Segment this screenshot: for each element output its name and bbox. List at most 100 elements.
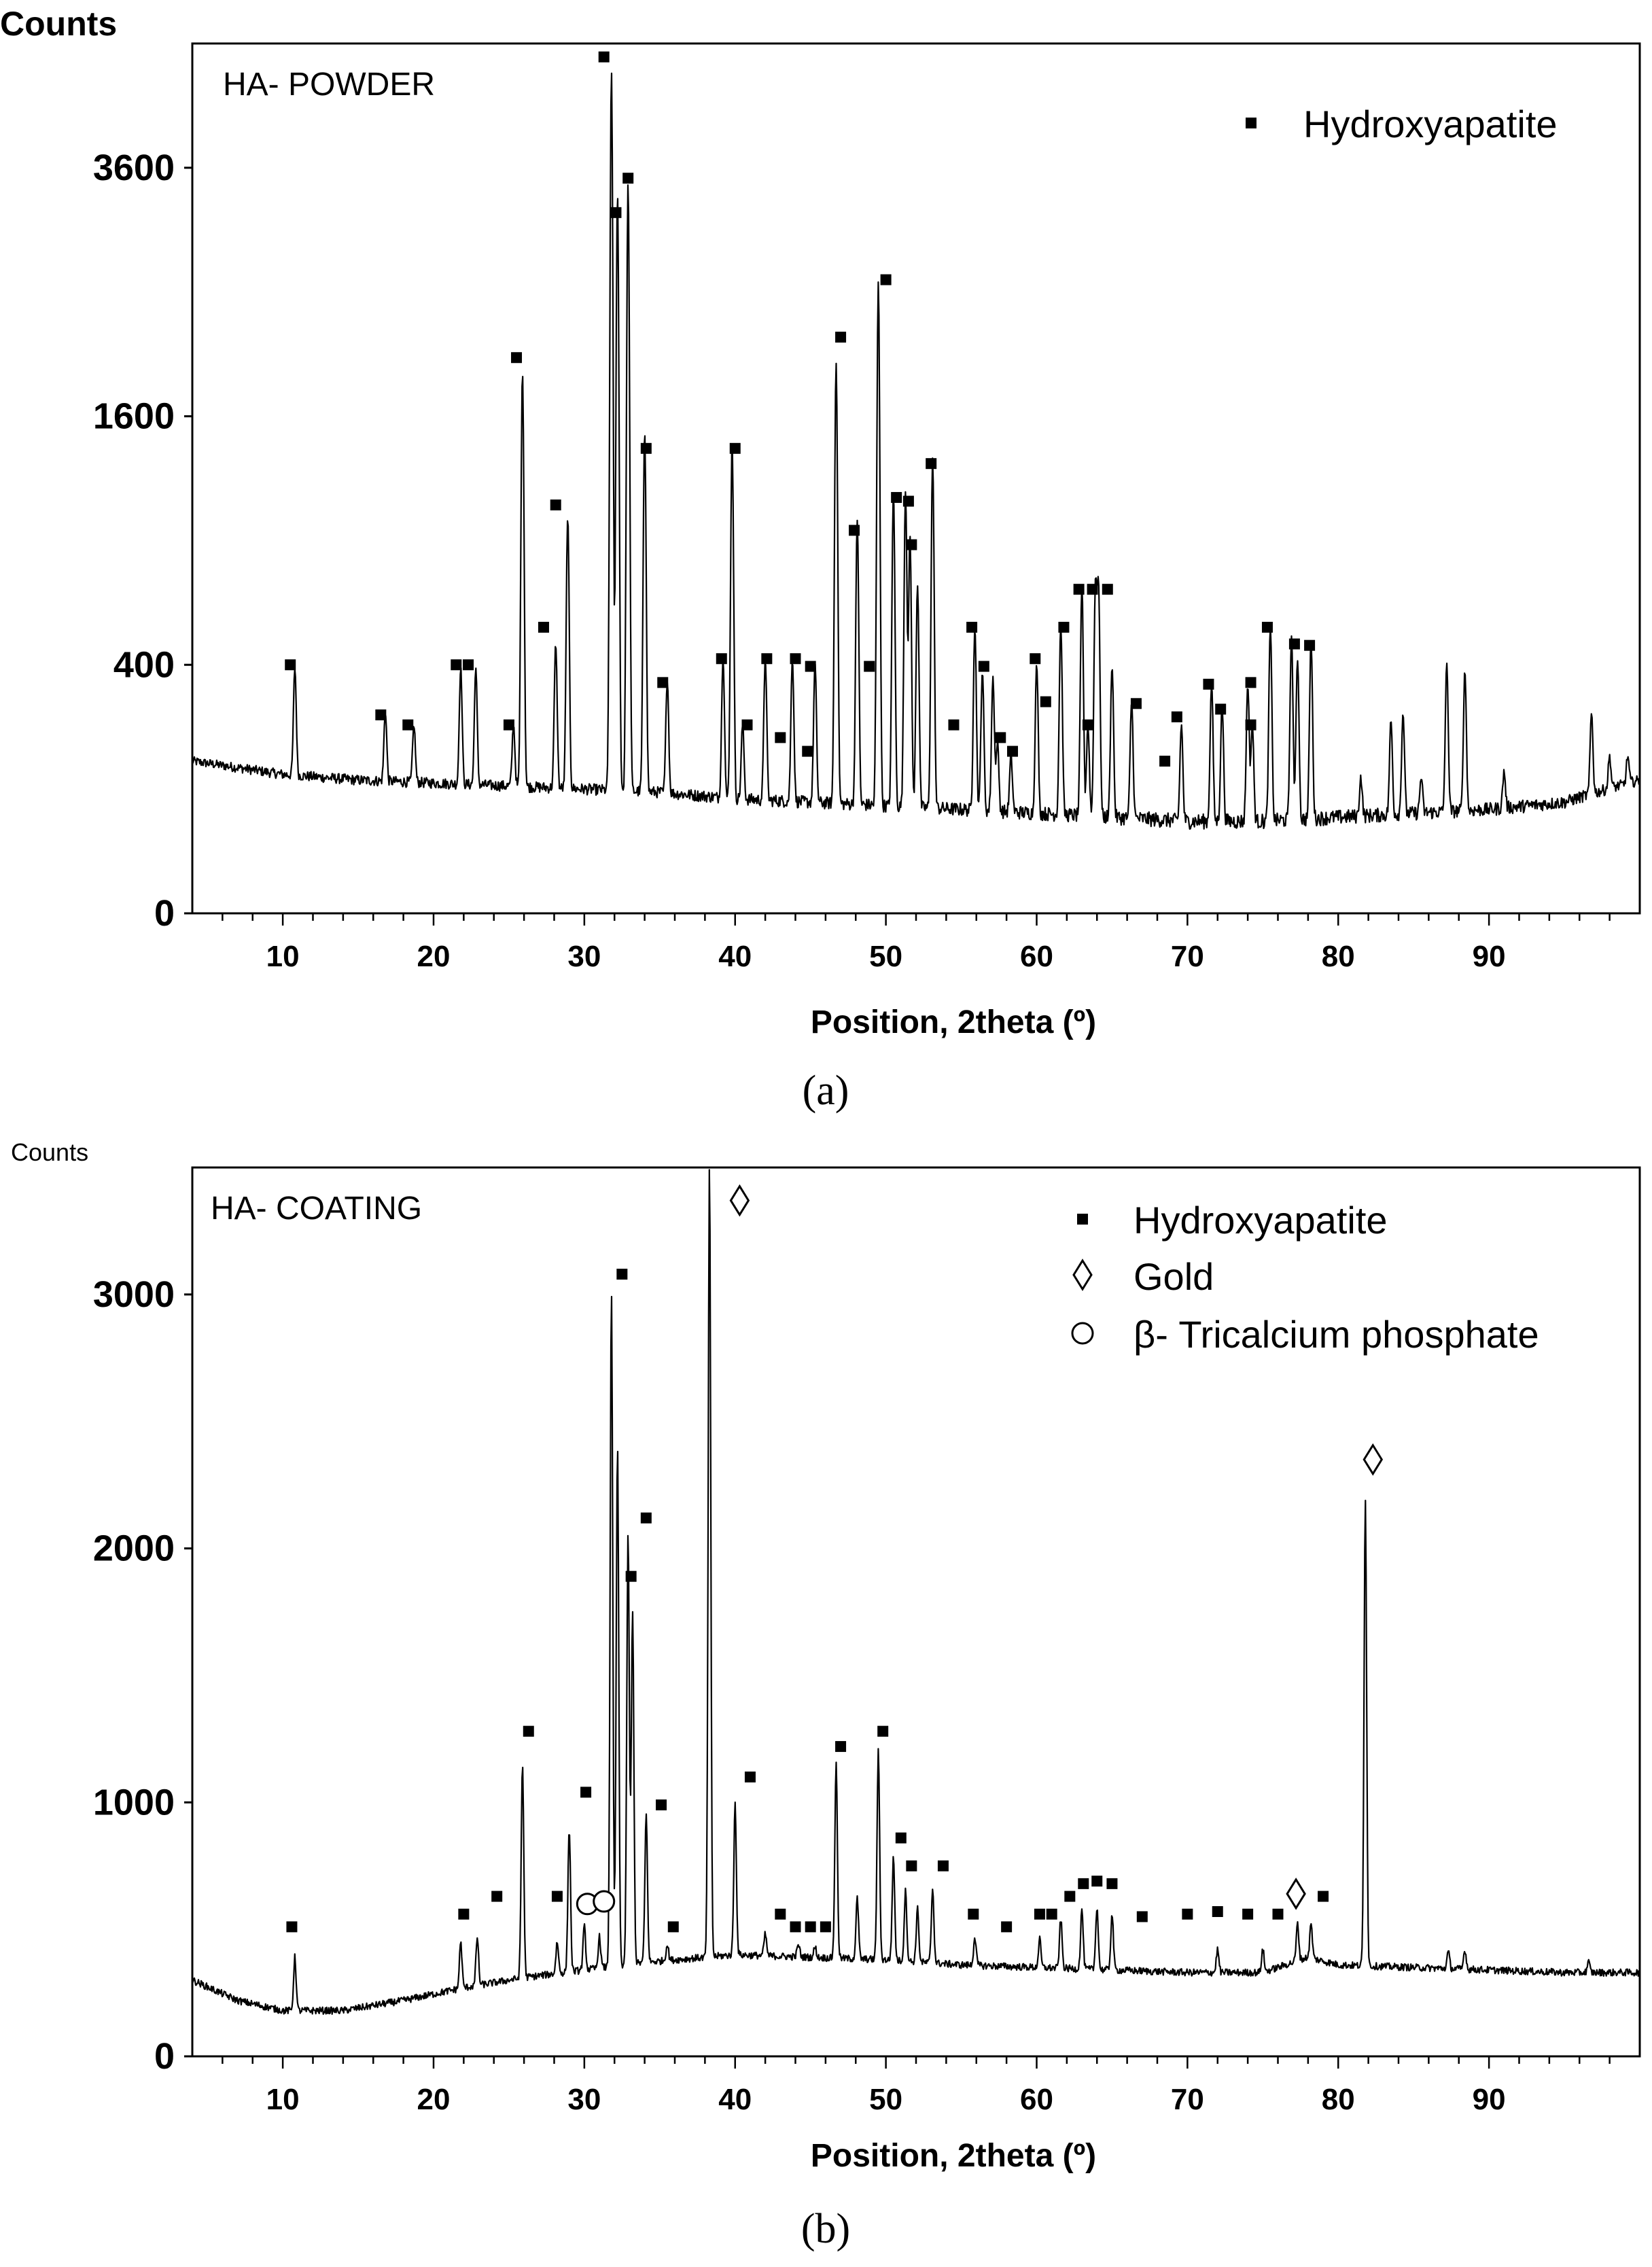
x-tick-label: 50: [869, 940, 902, 973]
hydroxyapatite-marker: [656, 1799, 667, 1811]
hydroxyapatite-marker: [835, 1741, 847, 1753]
hydroxyapatite-marker: [1091, 1876, 1103, 1887]
hydroxyapatite-marker: [491, 1891, 503, 1902]
hydroxyapatite-marker: [1130, 698, 1142, 709]
hydroxyapatite-marker: [744, 1771, 756, 1782]
hydroxyapatite-marker: [667, 1921, 679, 1933]
x-tick-label: 10: [266, 2083, 300, 2116]
hydroxyapatite-marker: [1040, 696, 1051, 707]
hydroxyapatite-marker: [1058, 622, 1070, 633]
hydroxyapatite-marker: [1030, 653, 1041, 665]
hydroxyapatite-marker: [1073, 584, 1085, 595]
hydroxyapatite-marker: [805, 1921, 816, 1933]
x-tick-label: 20: [417, 2083, 451, 2116]
hydroxyapatite-marker: [503, 719, 514, 731]
hydroxyapatite-marker: [1171, 711, 1182, 722]
hydroxyapatite-marker: [1288, 638, 1300, 650]
hydroxyapatite-marker: [895, 1832, 907, 1844]
hydroxyapatite-marker: [906, 539, 917, 550]
hydroxyapatite-marker: [968, 1908, 979, 1920]
hydroxyapatite-marker: [1242, 1908, 1254, 1920]
hydroxyapatite-marker: [820, 1921, 831, 1933]
hydroxyapatite-marker: [640, 442, 652, 454]
gold-marker: [729, 1184, 750, 1217]
diffraction-pattern-a: [191, 72, 1640, 830]
hydroxyapatite-marker: [1203, 678, 1214, 690]
hydroxyapatite-marker: [1245, 677, 1256, 688]
panel-label-b: HA- COATING: [211, 1191, 422, 1227]
hydroxyapatite-marker: [1215, 703, 1227, 715]
diffraction-pattern-b: [192, 1169, 1640, 2015]
hydroxyapatite-marker: [937, 1860, 949, 1871]
y-tick-label: 0: [154, 2036, 175, 2077]
panel-label-a: HA- POWDER: [223, 67, 435, 103]
hydroxyapatite-marker: [538, 622, 549, 633]
hydroxyapatite-marker: [902, 495, 914, 507]
hydroxyapatite-marker: [761, 653, 773, 665]
hydroxyapatite-marker: [640, 1512, 652, 1524]
hydroxyapatite-marker: [926, 458, 937, 470]
hydroxyapatite-marker: [1212, 1905, 1223, 1917]
hydroxyapatite-marker: [835, 332, 847, 343]
hydroxyapatite-marker: [775, 1908, 786, 1920]
x-axis-ticks-a: 10 20 30 40 50 60 70 80 90: [222, 913, 1611, 973]
hydroxyapatite-marker: [1007, 745, 1018, 757]
y-tick-label: 2000: [93, 1528, 175, 1569]
hydroxyapatite-marker: [610, 207, 622, 218]
hydroxyapatite-marker: [948, 719, 960, 731]
hydroxyapatite-marker: [805, 661, 816, 672]
x-tick-label: 80: [1322, 2083, 1355, 2116]
hydroxyapatite-marker: [375, 709, 387, 721]
hydroxyapatite-marker: [1304, 639, 1316, 651]
x-tick-label: 90: [1473, 2083, 1506, 2116]
x-axis-label-b: Position, 2theta (º): [811, 2138, 1096, 2174]
hydroxyapatite-marker: [1261, 622, 1273, 633]
x-tick-label: 90: [1473, 940, 1506, 973]
hydroxyapatite-marker: [741, 719, 753, 731]
hydroxyapatite-marker: [1318, 1891, 1329, 1902]
x-tick-label: 30: [567, 940, 601, 973]
y-tick-label: 1000: [93, 1782, 175, 1823]
hydroxyapatite-marker: [550, 499, 561, 511]
panel-caption-b: (b): [801, 2206, 850, 2252]
hydroxyapatite-marker: [1001, 1921, 1013, 1933]
hydroxyapatite-marker: [1106, 1878, 1118, 1889]
y-axis-ticks-a: 0 400 1600 3600: [93, 147, 192, 934]
hydroxyapatite-marker: [285, 659, 296, 671]
legend-hydroxyapatite-symbol-b: [1077, 1214, 1088, 1225]
x-tick-label: 30: [567, 2083, 601, 2116]
peak-markers-a: [285, 51, 1316, 767]
hydroxyapatite-marker: [463, 659, 474, 671]
gold-marker: [1363, 1443, 1384, 1476]
hydroxyapatite-marker: [877, 1725, 889, 1737]
hydroxyapatite-marker: [1136, 1911, 1148, 1922]
hydroxyapatite-marker: [551, 1891, 563, 1902]
hydroxyapatite-marker: [1102, 584, 1113, 595]
hydroxyapatite-marker: [286, 1921, 298, 1933]
hydroxyapatite-marker: [1078, 1878, 1089, 1889]
hydroxyapatite-marker: [1082, 719, 1093, 731]
hydroxyapatite-marker: [775, 732, 786, 743]
hydroxyapatite-marker: [1245, 719, 1256, 731]
hydroxyapatite-marker: [1272, 1908, 1284, 1920]
x-tick-label: 70: [1171, 2083, 1204, 2116]
peak-markers-b: [286, 1184, 1384, 1933]
hydroxyapatite-marker: [458, 1908, 470, 1920]
y-tick-label: 3600: [93, 147, 175, 188]
legend-gold-label: Gold: [1133, 1255, 1214, 1298]
hydroxyapatite-marker: [580, 1787, 592, 1798]
hydroxyapatite-marker: [790, 653, 801, 665]
hydroxyapatite-marker: [790, 1921, 801, 1933]
hydroxyapatite-marker: [1159, 756, 1171, 767]
y-tick-label: 1600: [93, 396, 175, 437]
y-axis-ticks-b: 0 1000 2000 3000: [93, 1274, 192, 2077]
legend-hydroxyapatite-symbol-a: [1246, 118, 1256, 128]
hydroxyapatite-marker: [906, 1860, 917, 1871]
x-axis-label-a: Position, 2theta (º): [811, 1004, 1096, 1040]
hydroxyapatite-marker: [995, 732, 1006, 743]
hydroxyapatite-marker: [511, 352, 523, 364]
panel-a: 0 400 1600 3600 10 20 30 40 50 60 70 80 90 Counts H…: [0, 5, 1641, 1114]
